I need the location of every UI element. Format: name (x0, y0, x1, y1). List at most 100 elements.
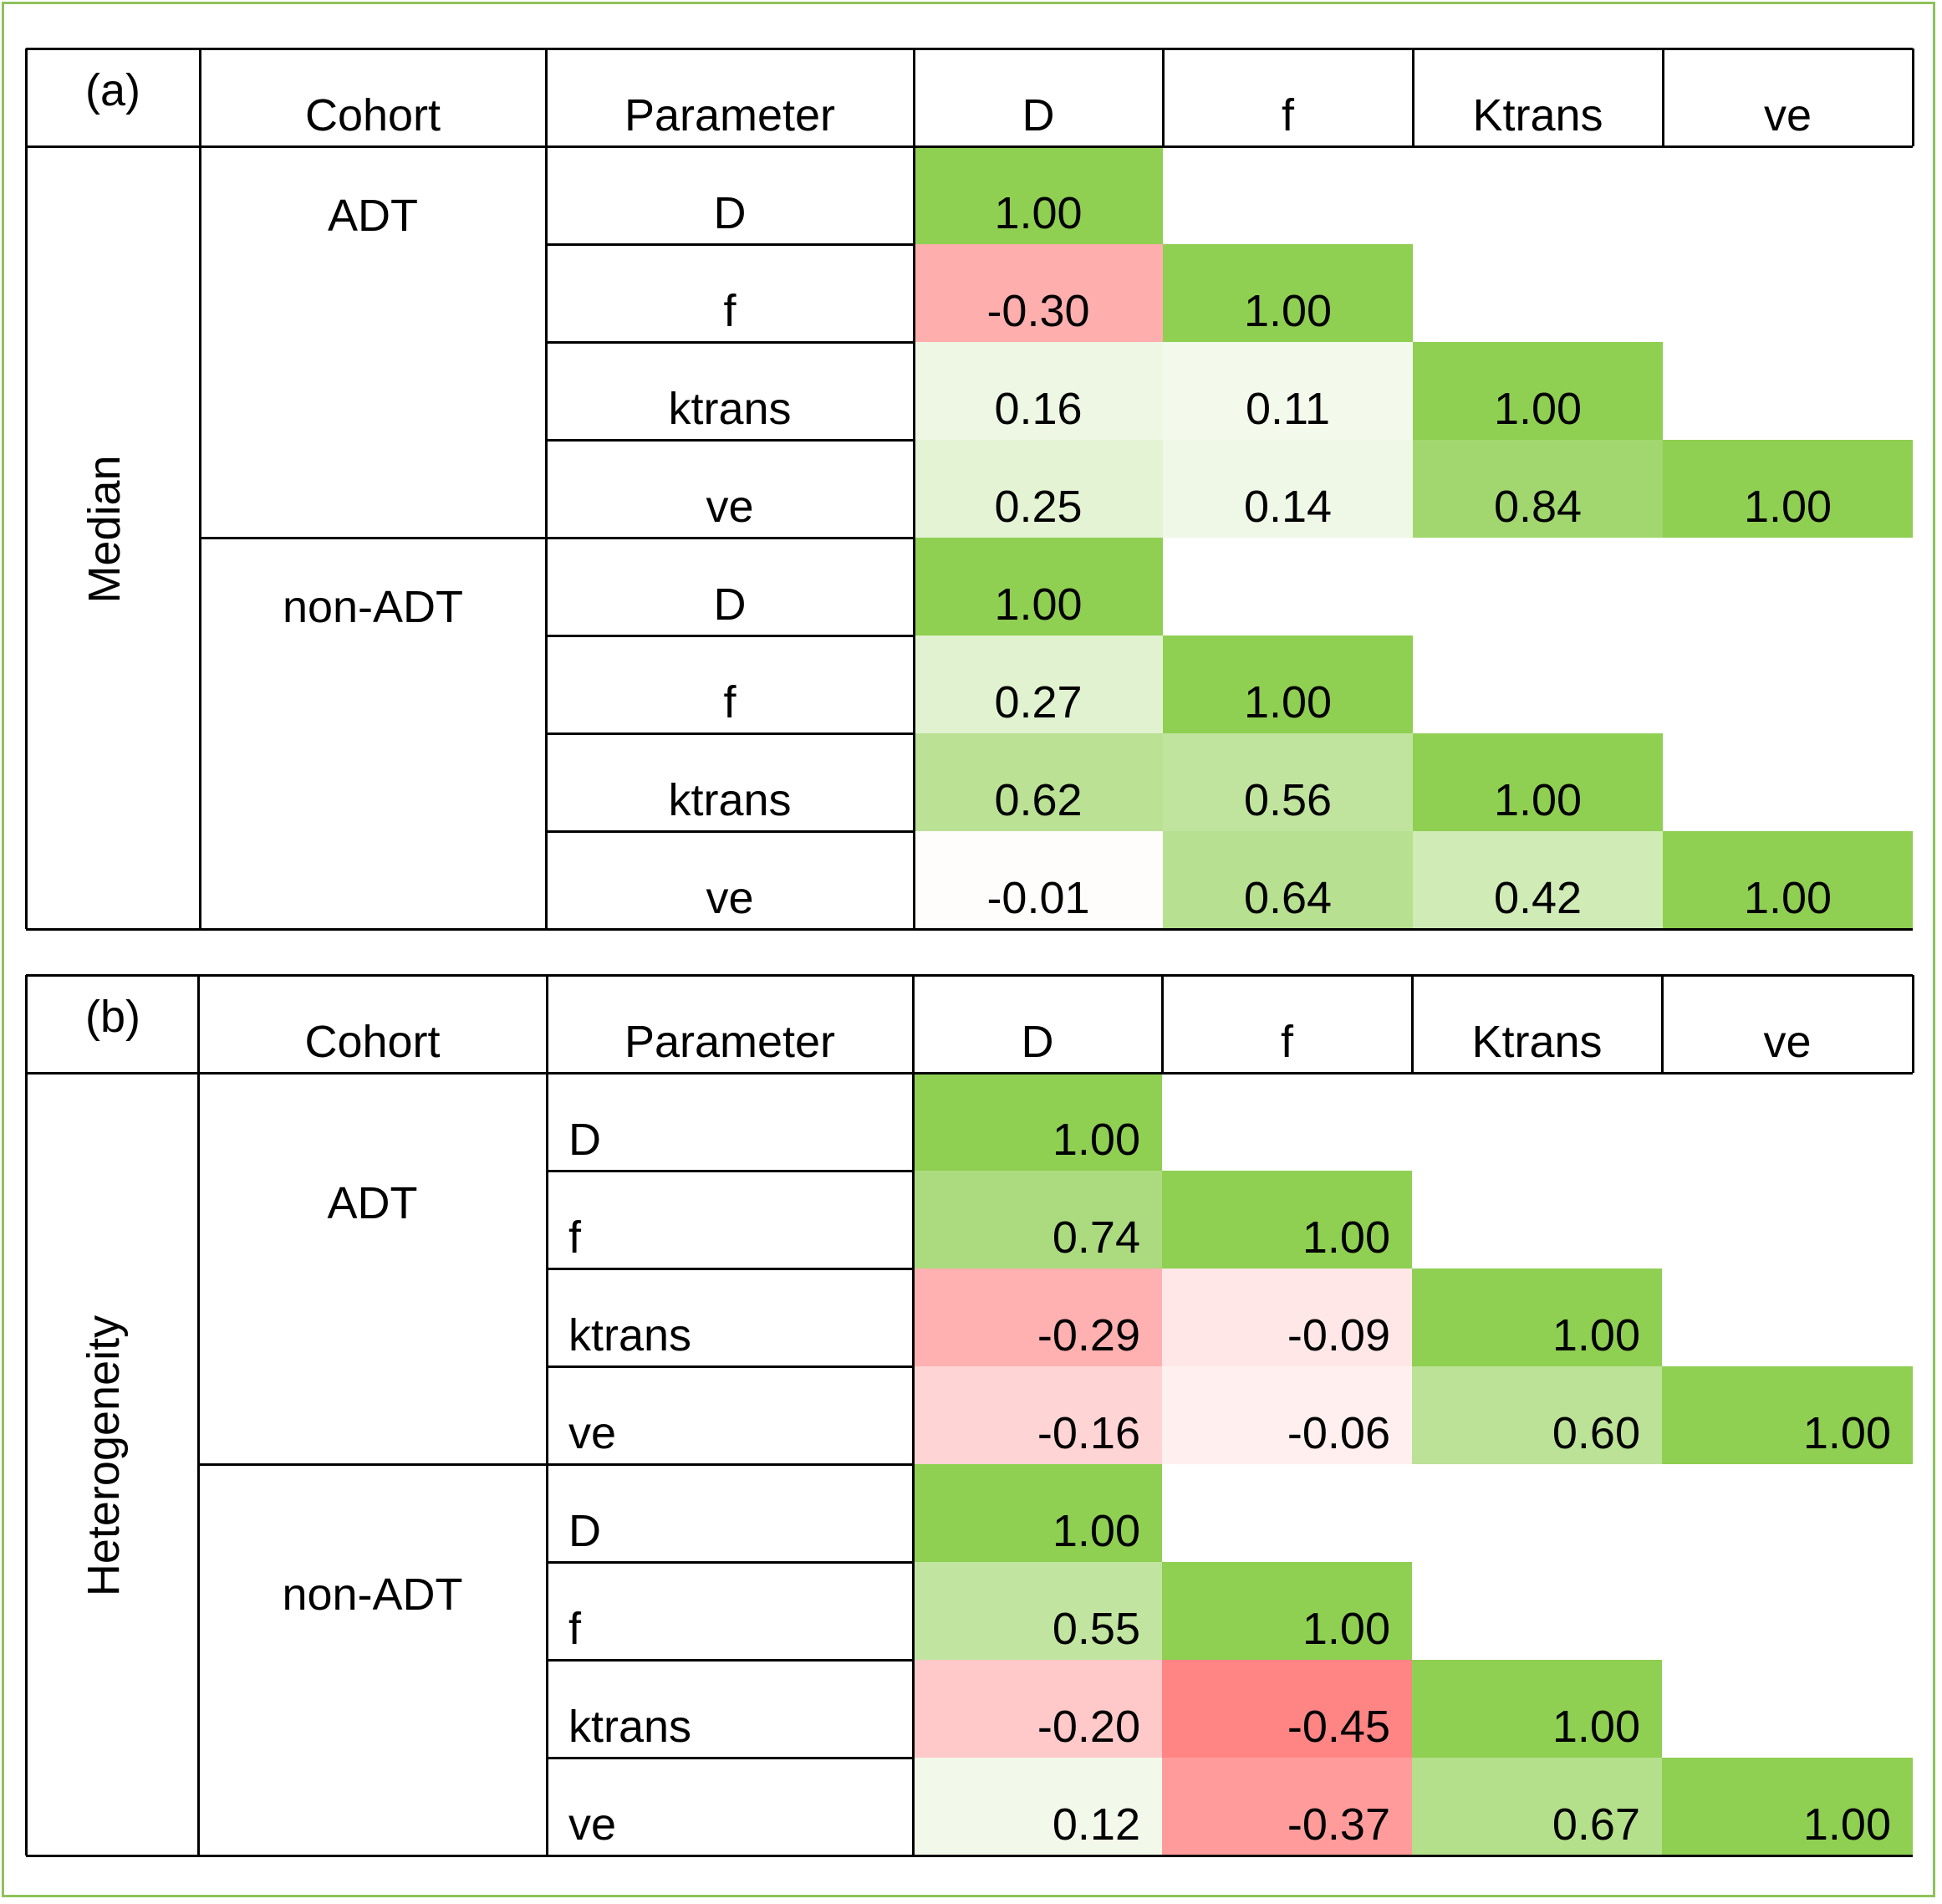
column-header: D (1021, 1017, 1054, 1067)
data-label: 0.64 (1243, 873, 1333, 923)
data-label: 1.00 (1243, 677, 1333, 727)
row-divider (547, 1365, 913, 1368)
data-label: 0.74 (1052, 1212, 1140, 1263)
heatmap-cell (913, 1073, 1162, 1171)
column-divider (911, 975, 915, 1856)
heatmap-cell (1413, 440, 1663, 538)
parameter-label: D (713, 579, 747, 630)
column-header: f (1280, 1017, 1294, 1067)
data-label: 0.11 (1245, 384, 1331, 434)
row-divider (547, 1658, 913, 1662)
heatmap-cell (1163, 342, 1413, 440)
heatmap-cell (914, 636, 1163, 733)
heatmap-cell (1662, 1758, 1913, 1856)
heatmap-cell (1162, 1758, 1412, 1856)
column-divider (1161, 48, 1165, 146)
parameter-label: D (713, 188, 747, 238)
heatmap-cell (1162, 1366, 1412, 1464)
parameter-label: ktrans (568, 1310, 692, 1360)
row-divider (546, 242, 914, 246)
cohort-divider (198, 1462, 913, 1466)
column-divider (196, 975, 200, 1856)
heatmap-cell (913, 1464, 1162, 1562)
heatmap-cell (1663, 440, 1913, 538)
heatmap-cell (913, 1366, 1162, 1464)
data-label: 0.42 (1493, 873, 1583, 923)
heatmap-cell (913, 1660, 1162, 1758)
row-divider (547, 1560, 913, 1564)
parameter-label: ve (568, 1408, 617, 1458)
column-divider (1160, 975, 1164, 1073)
data-label: -0.29 (1037, 1310, 1140, 1360)
heatmap-cell (913, 1562, 1162, 1660)
row-group-label: Heterogeneity (79, 1314, 129, 1597)
data-label: -0.45 (1287, 1702, 1390, 1752)
heatmap-cell (1163, 440, 1413, 538)
data-label: 1.00 (1302, 1604, 1390, 1654)
column-divider (544, 48, 548, 929)
column-divider (1411, 48, 1414, 146)
heatmap-cell (914, 146, 1163, 244)
cohort-label: non-ADT (282, 582, 464, 632)
column-header-cohort: Cohort (304, 90, 441, 140)
header-divider (26, 1071, 1913, 1075)
heatmap-cell (1163, 636, 1413, 733)
data-label: 1.00 (1743, 873, 1832, 923)
row-divider (547, 1756, 913, 1759)
table-border-bottom (26, 1854, 1913, 1857)
cohort-label: non-ADT (282, 1570, 463, 1620)
data-label: 1.00 (1243, 286, 1333, 336)
row-divider (546, 732, 914, 735)
data-label: -0.16 (1037, 1408, 1140, 1458)
parameter-label: f (568, 1604, 582, 1654)
heatmap-cell (914, 831, 1163, 929)
parameter-label: D (568, 1115, 601, 1165)
panel-label: (b) (85, 992, 140, 1042)
heatmap-cell (914, 244, 1163, 342)
table-border-right (1911, 48, 1914, 146)
parameter-label: ktrans (668, 384, 792, 434)
data-label: 1.00 (1302, 1212, 1390, 1263)
column-header-parameter: Parameter (624, 1017, 836, 1067)
column-header: ve (1763, 1017, 1812, 1067)
data-label: 1.00 (1802, 1408, 1891, 1458)
parameter-label: ve (706, 873, 754, 923)
heatmap-cell (914, 538, 1163, 636)
panel-label: (a) (85, 65, 140, 115)
row-divider (546, 340, 914, 344)
data-label: 0.56 (1243, 775, 1333, 825)
parameter-label: f (568, 1212, 582, 1263)
table-border-left (24, 975, 28, 1856)
heatmap-cell (914, 342, 1163, 440)
table-border-bottom (26, 927, 1913, 931)
header-divider (26, 145, 1913, 148)
data-label: 1.00 (1493, 384, 1583, 434)
data-label: 0.67 (1552, 1799, 1640, 1850)
table-border-top (26, 973, 1913, 977)
heatmap-cell (1413, 342, 1663, 440)
column-divider (545, 975, 548, 1856)
heatmap-cell (913, 1171, 1162, 1268)
heatmap-cell (913, 1758, 1162, 1856)
parameter-label: ktrans (568, 1702, 692, 1752)
column-divider (1661, 48, 1664, 146)
column-header: Ktrans (1471, 1017, 1603, 1067)
row-divider (547, 1267, 913, 1270)
row-divider (546, 829, 914, 833)
data-label: 0.16 (994, 384, 1083, 434)
heatmap-cell (1413, 733, 1663, 831)
cohort-label: ADT (328, 191, 418, 241)
heatmap-cell (1413, 831, 1663, 929)
data-label: 0.14 (1243, 482, 1333, 532)
parameter-label: ve (706, 482, 754, 532)
data-label: 0.12 (1052, 1799, 1140, 1850)
column-header: f (1281, 90, 1295, 140)
heatmap-cell (1162, 1562, 1412, 1660)
heatmap-cell (1162, 1268, 1412, 1366)
column-divider (912, 48, 915, 929)
column-divider (198, 48, 201, 929)
cohort-label: ADT (327, 1178, 418, 1228)
heatmap-cell (1412, 1268, 1662, 1366)
